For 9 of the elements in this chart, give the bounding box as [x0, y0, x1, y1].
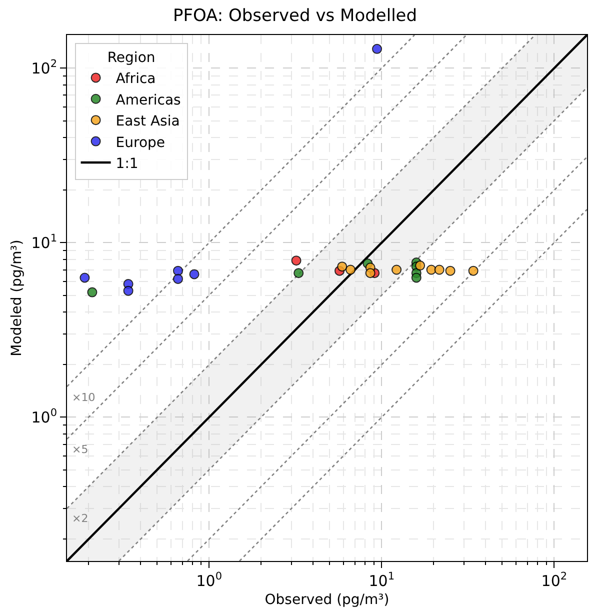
x-tick-label: 10$^{2}$ [541, 570, 568, 590]
x-tick-label: 10$^{1}$ [368, 570, 395, 590]
x-tick-label: 10$^{0}$ [196, 570, 222, 590]
y-axis-title: Modeled (pg/m³) [8, 240, 25, 356]
y-tick-label: 10$^{2}$ [31, 58, 57, 78]
chart-title: PFOA: Observed vs Modelled [172, 6, 418, 26]
y-tick-label: 10$^{0}$ [31, 407, 57, 426]
y-tick-label: 10$^{1}$ [31, 232, 57, 252]
x-axis-title: Observed (pg/m³) [264, 592, 390, 608]
